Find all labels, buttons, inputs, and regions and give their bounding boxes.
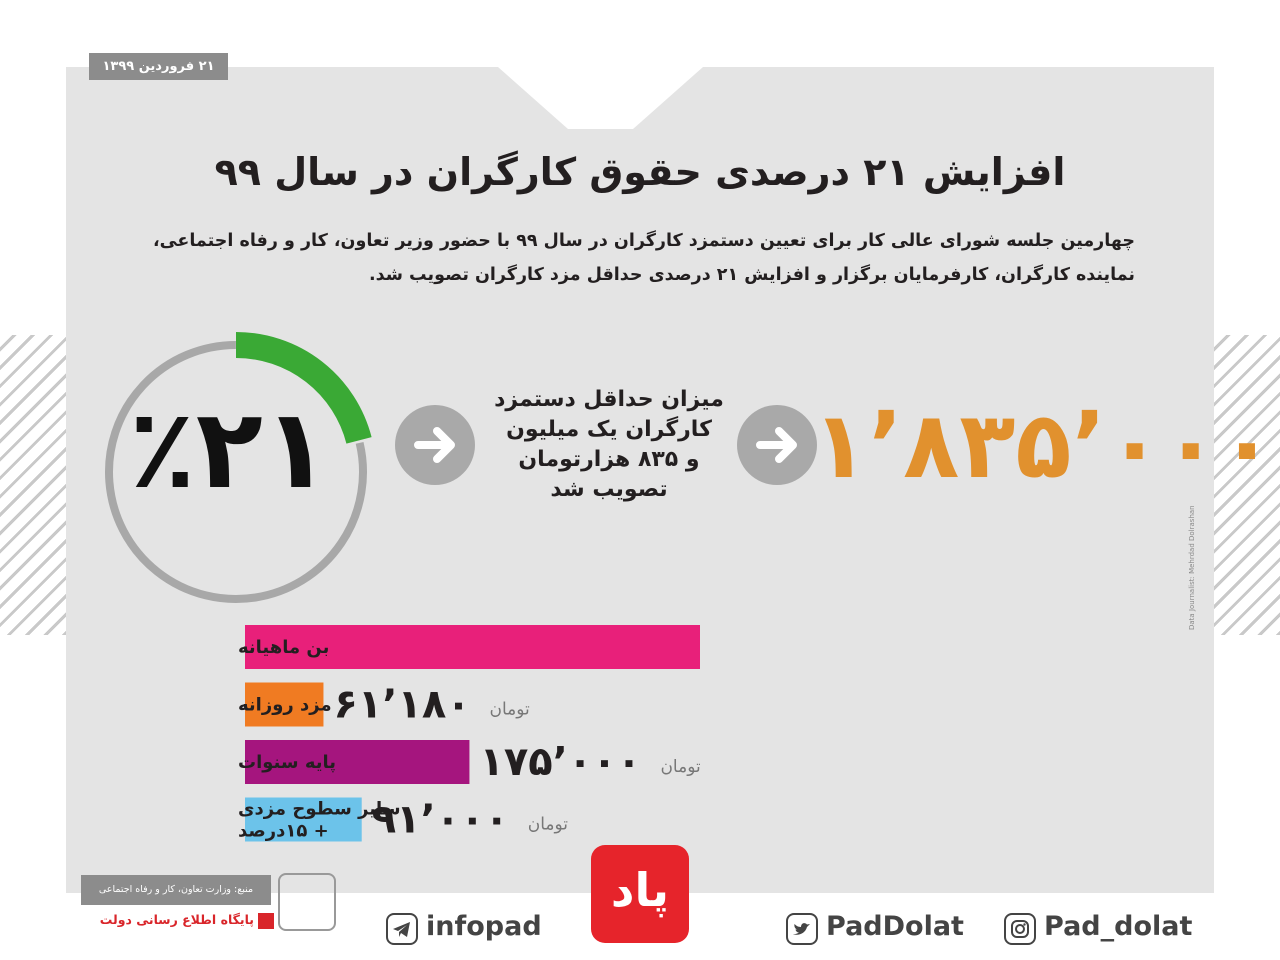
red-square-icon bbox=[258, 912, 274, 929]
twitter-link[interactable]: PadDolat bbox=[786, 908, 964, 948]
right-hatch-decoration bbox=[1214, 335, 1280, 635]
site-name: پایگاه اطلاع رسانی دولت bbox=[99, 912, 254, 927]
percent-label: ٪۲۱ bbox=[128, 385, 334, 513]
left-hatch-decoration bbox=[0, 335, 66, 635]
wage-components-bar-chart: بن ماهیانه۴۰۰٬۰۰۰تومانمزد روزانه۶۱٬۱۸۰تو… bbox=[238, 625, 700, 843]
instagram-icon bbox=[1004, 913, 1036, 945]
instagram-link[interactable]: Pad_dolat bbox=[1004, 908, 1192, 948]
description-line: تصویب شد bbox=[550, 477, 668, 502]
bar bbox=[245, 797, 362, 842]
value-label: ۶۱٬۱۸۰ bbox=[333, 682, 470, 728]
ring-increase-arc bbox=[235, 332, 372, 444]
description-line: میزان حداقل دستمزد bbox=[494, 387, 724, 412]
infographic-subtitle: چهارمین جلسه شورای عالی کار برای تعیین د… bbox=[153, 231, 1135, 285]
percent-ring-chart bbox=[105, 332, 372, 603]
category-label: پایه سنوات bbox=[238, 752, 336, 773]
category-label: مزد روزانه bbox=[238, 695, 332, 716]
telegram-icon bbox=[386, 913, 418, 945]
unit-label: تومان bbox=[528, 815, 569, 835]
twitter-handle: PadDolat bbox=[826, 911, 964, 942]
value-label: ۹۱٬۰۰۰ bbox=[372, 797, 509, 843]
twitter-icon bbox=[786, 913, 818, 945]
ring-track bbox=[105, 341, 367, 603]
telegram-link[interactable]: infopad bbox=[386, 908, 542, 948]
category-label: + ۱۵درصد bbox=[238, 821, 329, 842]
logo-text: پاد bbox=[610, 863, 670, 917]
category-label: سایر سطوح مزدی bbox=[238, 799, 401, 820]
source-note: منبع: وزارت تعاون، کار و رفاه اجتماعی bbox=[81, 875, 271, 905]
government-seal-icon bbox=[278, 873, 336, 931]
pad-logo: پاد bbox=[591, 845, 689, 943]
telegram-handle: infopad bbox=[426, 911, 542, 942]
bar bbox=[245, 682, 324, 727]
unit-label: تومان bbox=[489, 700, 530, 720]
instagram-handle: Pad_dolat bbox=[1044, 911, 1193, 942]
infographic-title: افزایش ۲۱ درصدی حقوق کارگران در سال ۹۹ bbox=[214, 150, 1066, 194]
unit-label: تومان bbox=[660, 757, 700, 777]
data-journalist-credit: Data Journalist: Mehrdad Dolrashan bbox=[1188, 505, 1196, 630]
arrow-right-icon bbox=[737, 405, 817, 485]
category-label: بن ماهیانه bbox=[238, 637, 329, 658]
bar bbox=[245, 625, 700, 669]
min-wage-amount: ۱٬۸۳۵٬۰۰۰ bbox=[812, 392, 1275, 499]
description-line: و ۸۳۵ هزارتومان bbox=[518, 447, 700, 472]
min-wage-description: میزان حداقل دستمزد کارگران یک میلیون و ۸… bbox=[484, 385, 734, 505]
bar bbox=[245, 740, 470, 784]
panel-notch bbox=[498, 67, 703, 129]
value-label: ۱۷۵٬۰۰۰ bbox=[479, 739, 641, 785]
date-badge: ۲۱ فروردین ۱۳۹۹ bbox=[89, 53, 228, 80]
government-site-label: پایگاه اطلاع رسانی دولت bbox=[74, 912, 274, 929]
description-line: کارگران یک میلیون bbox=[506, 417, 712, 442]
arrow-right-icon bbox=[395, 405, 475, 485]
